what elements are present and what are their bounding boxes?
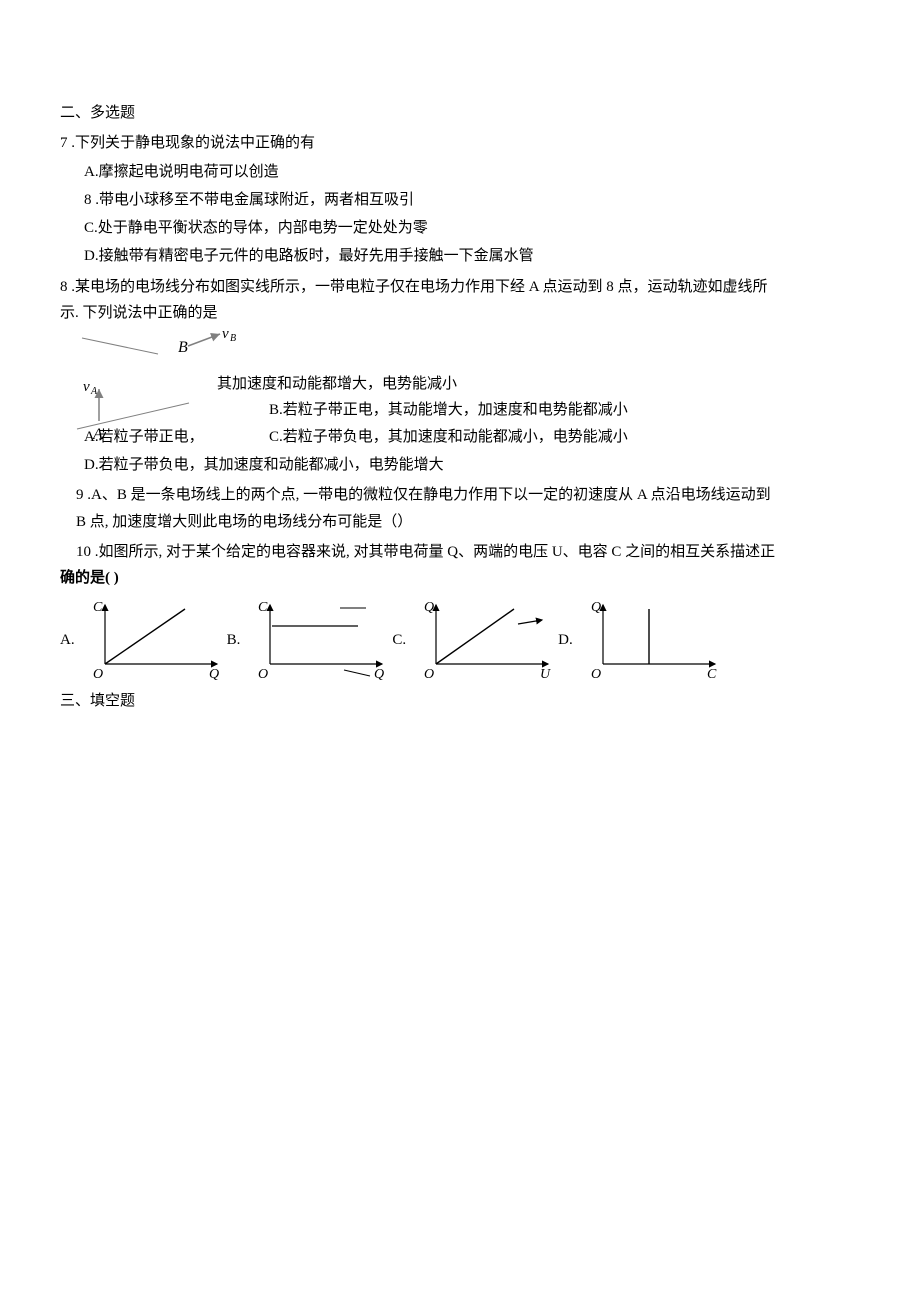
svg-text:C: C: [707, 667, 717, 682]
q10-stem-l2: 确的是( ): [60, 570, 119, 586]
section-3-title: 三、填空题: [60, 688, 860, 714]
q10-chart-label: C.: [392, 627, 406, 653]
svg-text:Q: Q: [591, 600, 601, 615]
question-9: 9 .A、B 是一条电场线上的两个点, 一带电的微粒仅在静电力作用下以一定的初速…: [60, 482, 860, 535]
svg-text:C: C: [258, 600, 268, 615]
q10-stem-l1: 10 .如图所示, 对于某个给定的电容器来说, 对其带电荷量 Q、两端的电压 U…: [76, 539, 860, 565]
q8-diagram-top: B v B: [70, 326, 860, 371]
q8-a-cont: 其加速度和动能都增大，电势能减小: [217, 371, 860, 397]
q10-charts-row: A. C Q O B. C Q O C.: [60, 597, 860, 682]
svg-text:v: v: [83, 379, 90, 395]
q7-option-c: C.处于静电平衡状态的导体，内部电势一定处处为零: [84, 215, 860, 241]
q10-chart-B: B. C Q O: [227, 597, 393, 682]
question-7: 7 .下列关于静电现象的说法中正确的有 A.摩擦起电说明电荷可以创造 8 .带电…: [60, 130, 860, 269]
svg-text:Q: Q: [209, 667, 219, 682]
svg-text:O: O: [258, 667, 268, 682]
q7-option-d: D.接触带有精密电子元件的电路板时，最好先用手接触一下金属水管: [84, 243, 860, 269]
q7-stem: 7 .下列关于静电现象的说法中正确的有: [60, 130, 860, 156]
q8-option-c: C.若粒子带负电，其加速度和动能都减小，电势能减小: [269, 424, 860, 450]
q7-option-b: 8 .带电小球移至不带电金属球附近，两者相互吸引: [84, 187, 860, 213]
svg-text:A: A: [90, 386, 98, 397]
svg-text:v: v: [222, 326, 229, 342]
q10-chart-label: A.: [60, 627, 75, 653]
svg-text:O: O: [424, 667, 434, 682]
q9-stem-l1: 9 .A、B 是一条电场线上的两个点, 一带电的微粒仅在静电力作用下以一定的初速…: [76, 482, 860, 508]
svg-text:Q: Q: [424, 600, 434, 615]
q10-chart-A: A. C Q O: [60, 597, 227, 682]
q8-stem-l2: 示. 下列说法中正确的是: [60, 300, 860, 326]
svg-text:U: U: [540, 667, 551, 682]
svg-text:C: C: [93, 600, 103, 615]
question-10: 10 .如图所示, 对于某个给定的电容器来说, 对其带电荷量 Q、两端的电压 U…: [60, 539, 860, 683]
q10-chart-D: D. Q C O: [558, 597, 725, 682]
q8-stem-l1: 8 .某电场的电场线分布如图实线所示，一带电粒子仅在电场力作用下经 A 点运动到…: [60, 274, 860, 300]
svg-text:O: O: [591, 667, 601, 682]
q10-chart-label: B.: [227, 627, 241, 653]
svg-text:B: B: [230, 333, 236, 344]
svg-text:B: B: [178, 339, 188, 356]
section-2-title: 二、多选题: [60, 100, 860, 126]
q10-chart-label: D.: [558, 627, 573, 653]
q7-option-a: A.摩擦起电说明电荷可以创造: [84, 159, 860, 185]
question-8: 8 .某电场的电场线分布如图实线所示，一带电粒子仅在电场力作用下经 A 点运动到…: [60, 274, 860, 479]
q9-stem-l2: B 点, 加速度增大则此电场的电场线分布可能是（）: [76, 509, 860, 535]
q8-option-b: B.若粒子带正电，其动能增大，加速度和电势能都减小: [269, 397, 860, 423]
q10-chart-C: C. Q U O: [392, 597, 558, 682]
svg-text:Q: Q: [374, 667, 384, 682]
q8-option-d: D.若粒子带负电，其加速度和动能都减小，电势能增大: [84, 452, 860, 478]
svg-text:O: O: [93, 667, 103, 682]
